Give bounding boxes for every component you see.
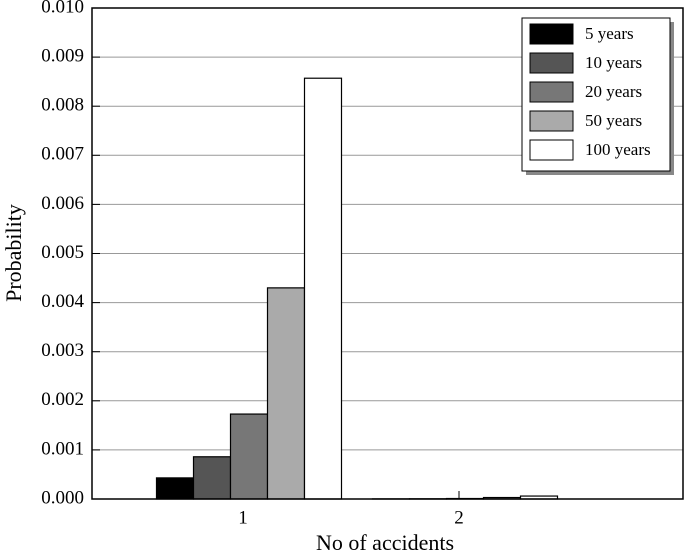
y-tick-label: 0.006 (41, 193, 84, 214)
legend-swatch (529, 139, 574, 161)
y-tick-label: 0.008 (41, 95, 84, 116)
legend-swatch (529, 52, 574, 74)
x-axis-label: No of accidents (316, 530, 454, 555)
x-tick-label: 2 (454, 507, 464, 528)
plot-frame (91, 7, 684, 500)
y-tick-label: 0.001 (41, 438, 84, 459)
legend-label: 5 years (585, 24, 634, 43)
legend-swatch (529, 81, 574, 103)
y-tick-label: 0.003 (41, 340, 84, 361)
y-axis-label: Probability (1, 204, 26, 302)
x-tick-label: 1 (238, 507, 248, 528)
y-tick-label: 0.009 (41, 45, 84, 66)
bar (155, 477, 195, 500)
y-tick-label: 0.002 (41, 389, 84, 410)
y-tick-label: 0.007 (41, 144, 84, 165)
legend-swatch (529, 23, 574, 45)
bar (229, 413, 269, 500)
legend-label: 10 years (585, 53, 642, 72)
bar (266, 287, 306, 500)
y-tick-label: 0.004 (41, 291, 84, 312)
bar (303, 77, 343, 500)
y-tick-label: 0.000 (41, 487, 84, 508)
legend-label: 50 years (585, 111, 642, 130)
legend-swatch (529, 110, 574, 132)
legend-label: 100 years (585, 140, 651, 159)
y-tick-label: 0.005 (41, 242, 84, 263)
y-tick-label: 0.010 (41, 0, 84, 17)
legend-label: 20 years (585, 82, 642, 101)
bar (192, 456, 232, 500)
